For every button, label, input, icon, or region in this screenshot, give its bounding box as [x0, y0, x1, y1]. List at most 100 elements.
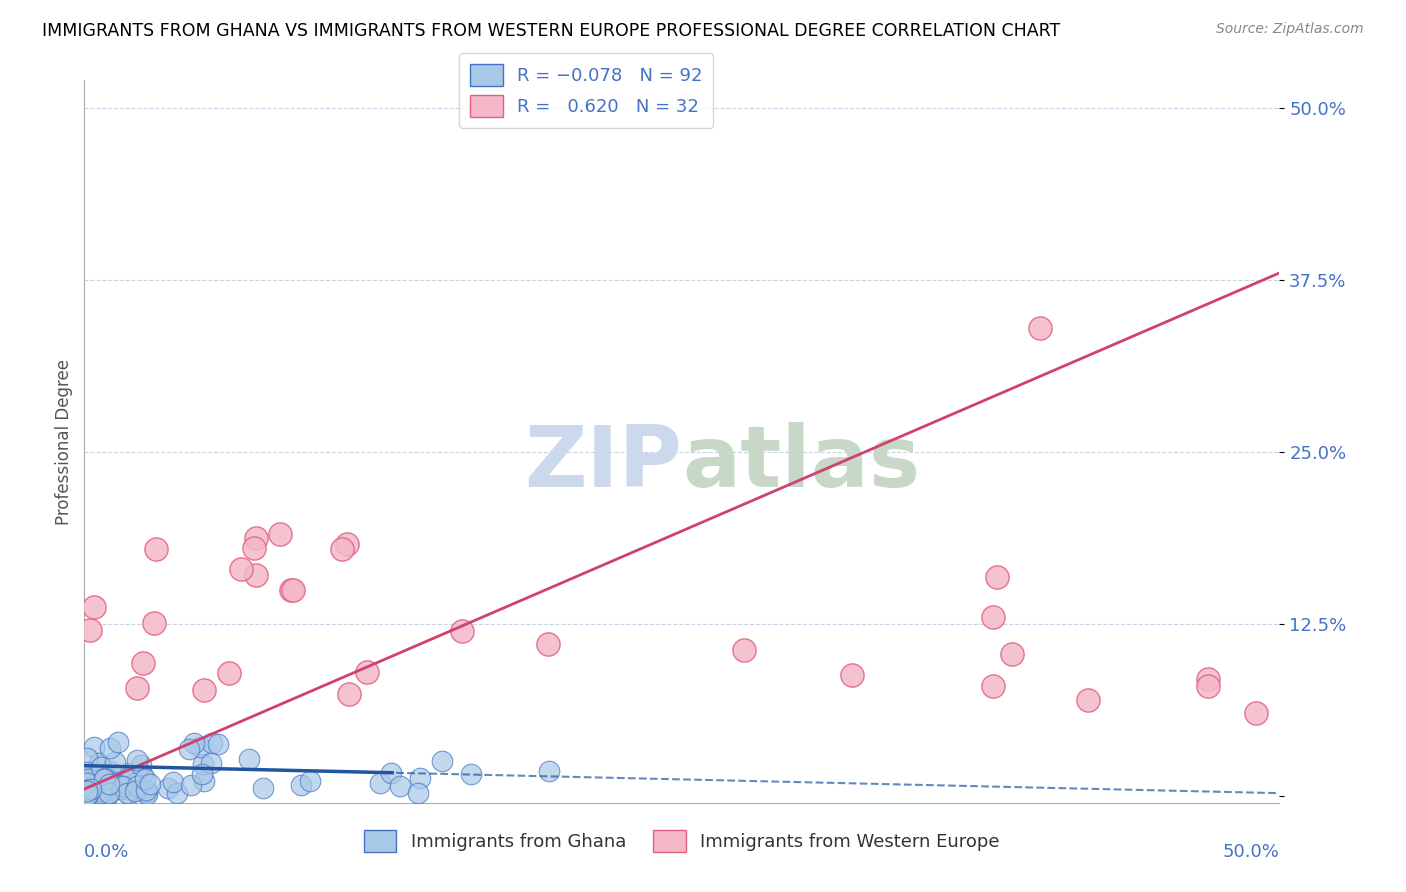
- Point: [125, 779, 148, 793]
- Point: [86, 783, 108, 797]
- Point: [409, 771, 432, 785]
- Point: [100, 764, 122, 778]
- Legend: Immigrants from Ghana, Immigrants from Western Europe: Immigrants from Ghana, Immigrants from W…: [357, 822, 1007, 859]
- Point: [193, 757, 215, 772]
- Point: [290, 778, 312, 792]
- Point: [129, 758, 152, 772]
- Point: [83, 781, 105, 796]
- Point: [134, 772, 156, 786]
- Point: [104, 780, 127, 795]
- Point: [90, 786, 112, 800]
- Point: [537, 637, 560, 651]
- Point: [166, 786, 188, 800]
- Point: [193, 773, 215, 788]
- Point: [183, 736, 205, 750]
- Point: [1197, 672, 1219, 686]
- Point: [193, 682, 215, 697]
- Point: [298, 773, 321, 788]
- Point: [180, 778, 202, 792]
- Point: [77, 781, 100, 796]
- Point: [981, 610, 1004, 624]
- Point: [127, 681, 149, 696]
- Point: [97, 770, 120, 784]
- Point: [76, 768, 98, 782]
- Point: [76, 788, 98, 802]
- Point: [98, 740, 121, 755]
- Point: [1197, 679, 1219, 693]
- Point: [1001, 647, 1024, 661]
- Point: [162, 775, 184, 789]
- Point: [98, 786, 121, 800]
- Point: [79, 781, 101, 796]
- Point: [281, 582, 304, 597]
- Point: [238, 752, 260, 766]
- Point: [139, 777, 162, 791]
- Point: [245, 531, 267, 545]
- Point: [145, 542, 167, 557]
- Point: [118, 788, 141, 802]
- Point: [981, 679, 1004, 693]
- Point: [77, 782, 100, 797]
- Point: [280, 582, 302, 597]
- Point: [118, 766, 141, 780]
- Point: [218, 665, 240, 680]
- Point: [76, 751, 98, 765]
- Point: [432, 754, 454, 768]
- Point: [451, 624, 474, 638]
- Point: [79, 772, 101, 786]
- Point: [332, 542, 354, 557]
- Point: [76, 788, 98, 802]
- Point: [136, 785, 159, 799]
- Point: [110, 781, 132, 796]
- Point: [408, 786, 430, 800]
- Point: [107, 734, 129, 748]
- Point: [986, 570, 1008, 584]
- Point: [97, 772, 120, 786]
- Point: [83, 784, 105, 798]
- Point: [76, 784, 98, 798]
- Y-axis label: Professional Degree: Professional Degree: [55, 359, 73, 524]
- Point: [104, 775, 127, 789]
- Point: [87, 756, 110, 771]
- Point: [79, 781, 101, 796]
- Point: [336, 537, 359, 551]
- Point: [124, 784, 146, 798]
- Point: [733, 643, 755, 657]
- Point: [201, 736, 224, 750]
- Point: [120, 771, 142, 785]
- Point: [134, 785, 156, 799]
- Point: [91, 781, 114, 796]
- Point: [142, 615, 165, 630]
- Point: [89, 777, 111, 791]
- Point: [131, 656, 153, 670]
- Point: [103, 774, 125, 789]
- Text: ZIP: ZIP: [524, 422, 682, 505]
- Point: [125, 753, 148, 767]
- Point: [231, 562, 253, 576]
- Point: [112, 779, 135, 793]
- Point: [252, 780, 274, 795]
- Point: [83, 740, 105, 755]
- Point: [841, 668, 863, 682]
- Point: [77, 787, 100, 801]
- Point: [245, 568, 267, 582]
- Text: Source: ZipAtlas.com: Source: ZipAtlas.com: [1216, 22, 1364, 37]
- Point: [79, 623, 101, 637]
- Point: [191, 767, 214, 781]
- Point: [243, 541, 266, 555]
- Point: [80, 775, 103, 789]
- Point: [76, 776, 98, 790]
- Point: [96, 787, 118, 801]
- Point: [76, 788, 98, 802]
- Text: IMMIGRANTS FROM GHANA VS IMMIGRANTS FROM WESTERN EUROPE PROFESSIONAL DEGREE CORR: IMMIGRANTS FROM GHANA VS IMMIGRANTS FROM…: [42, 22, 1060, 40]
- Point: [131, 767, 153, 781]
- Point: [337, 687, 360, 701]
- Point: [380, 765, 402, 780]
- Point: [1077, 692, 1099, 706]
- Point: [96, 782, 118, 797]
- Point: [87, 784, 110, 798]
- Point: [76, 773, 98, 788]
- Point: [104, 755, 127, 769]
- Point: [389, 779, 412, 793]
- Point: [124, 776, 146, 790]
